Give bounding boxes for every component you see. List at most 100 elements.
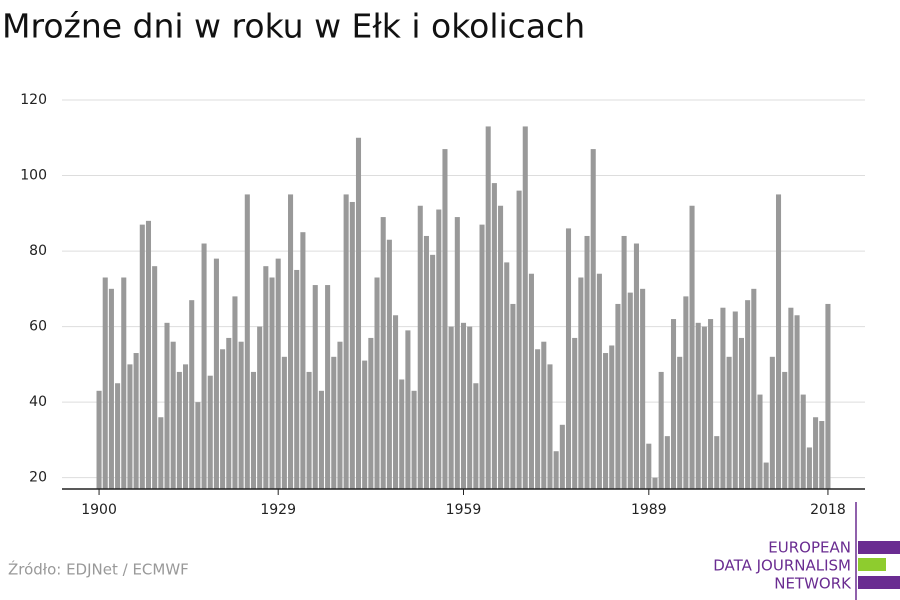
- bar: [609, 345, 615, 489]
- bar: [263, 266, 269, 489]
- logo-bar: [858, 576, 900, 589]
- bar: [516, 190, 522, 489]
- bar: [195, 402, 201, 489]
- bar: [115, 383, 121, 489]
- x-tick-label: 1929: [260, 502, 296, 518]
- bar: [318, 390, 324, 489]
- bar: [423, 235, 429, 489]
- x-tick-label: 1959: [446, 502, 482, 518]
- bar: [337, 341, 343, 489]
- bar: [504, 262, 510, 489]
- bar: [448, 326, 454, 489]
- bar: [417, 205, 423, 490]
- bar: [578, 277, 584, 489]
- bar: [652, 477, 658, 489]
- bar: [621, 235, 627, 489]
- bar: [294, 269, 300, 489]
- bar: [757, 394, 763, 489]
- logo: EUROPEAN DATA JOURNALISM NETWORK: [713, 502, 900, 600]
- bar: [158, 417, 164, 489]
- bar: [813, 417, 819, 489]
- bar: [596, 273, 602, 489]
- bar: [288, 194, 294, 489]
- bar: [145, 220, 152, 489]
- bar: [763, 462, 769, 489]
- bar: [368, 337, 374, 489]
- bar: [108, 288, 114, 489]
- bar: [695, 322, 701, 489]
- bar: [788, 307, 794, 489]
- bar: [430, 254, 436, 489]
- bar: [732, 311, 738, 489]
- bar: [201, 243, 207, 489]
- bar: [584, 235, 590, 489]
- bar: [226, 337, 232, 489]
- chart-title: Mroźne dni w roku w Ełk i okolicach: [2, 7, 585, 46]
- bar: [473, 383, 479, 489]
- bar: [603, 353, 609, 489]
- bar: [819, 421, 825, 489]
- bar: [479, 224, 485, 489]
- bar: [207, 375, 213, 489]
- bar: [362, 360, 368, 489]
- bar: [306, 371, 312, 489]
- bar: [670, 319, 677, 489]
- bar: [769, 356, 775, 489]
- bar: [738, 337, 744, 489]
- bar: [281, 356, 287, 489]
- bar: [275, 258, 281, 489]
- bar: [708, 319, 714, 489]
- y-tick-label: 40: [29, 394, 47, 410]
- bar: [522, 126, 528, 489]
- bar: [405, 330, 411, 489]
- bar: [640, 288, 646, 489]
- bar: [491, 183, 497, 489]
- bar: [745, 300, 751, 489]
- bar: [689, 205, 695, 490]
- bar: [399, 379, 405, 489]
- bar: [152, 266, 158, 489]
- bar: [806, 447, 812, 489]
- bar: [541, 341, 547, 489]
- source: Źródło: EDJNet / ECMWF: [8, 560, 189, 579]
- bar: [590, 149, 596, 489]
- bar: [559, 424, 565, 489]
- bar: [442, 149, 448, 489]
- bar: [220, 349, 226, 489]
- y-tick-label: 100: [20, 168, 47, 184]
- bar: [498, 205, 504, 490]
- bar: [232, 296, 238, 489]
- bar: [325, 285, 331, 489]
- bar: [565, 228, 572, 489]
- bar: [312, 285, 318, 489]
- bar: [782, 371, 788, 489]
- bar: [547, 364, 553, 489]
- bar: [170, 341, 176, 489]
- bar: [343, 194, 349, 489]
- bar: [238, 341, 244, 489]
- bar: [250, 371, 257, 489]
- bar: [300, 232, 306, 490]
- bar: [677, 356, 683, 489]
- bar: [794, 315, 800, 489]
- bar: [485, 126, 491, 489]
- bar: [535, 349, 541, 489]
- bar: [510, 303, 516, 489]
- logo-text: DATA JOURNALISM: [713, 557, 851, 575]
- bar: [714, 436, 720, 489]
- bar: [825, 303, 831, 489]
- y-tick-label: 80: [29, 243, 47, 259]
- logo-text: NETWORK: [774, 575, 852, 593]
- bar: [460, 322, 467, 489]
- bar: [244, 194, 250, 489]
- x-tick-label: 2018: [810, 502, 846, 518]
- logo-bar: [858, 541, 900, 554]
- bar: [454, 217, 460, 489]
- bar: [386, 239, 392, 489]
- bar: [349, 201, 355, 489]
- bar: [176, 371, 182, 489]
- bar: [380, 217, 386, 489]
- bar: [646, 443, 652, 489]
- bar: [615, 303, 621, 489]
